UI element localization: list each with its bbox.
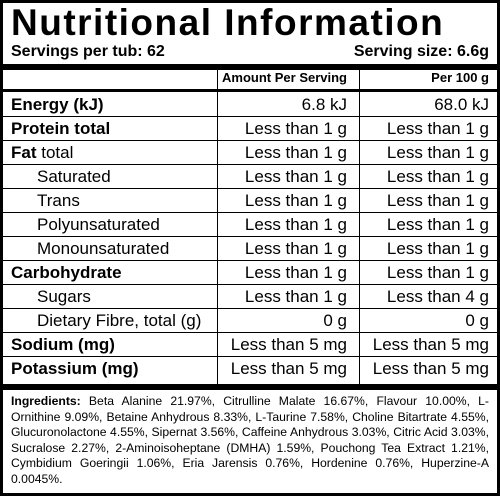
value-per-100g: Less than 1 g bbox=[386, 239, 489, 258]
nutrient-name-rest: Trans bbox=[37, 191, 80, 210]
ingredients-list: Beta Alanine 21.97%, Citrulline Malate 1… bbox=[11, 394, 489, 486]
value-per-100g: Less than 1 g bbox=[386, 191, 489, 210]
nutrient-name: Polyunsaturated bbox=[37, 213, 160, 236]
table-row: Sodium (mg) Less than 5 mg Less than 5 mg bbox=[3, 332, 497, 356]
nutrient-name: Carbohydrate bbox=[11, 261, 122, 284]
table-row: Saturated Less than 1 g Less than 1 g bbox=[3, 164, 497, 188]
table-row: Sugars Less than 1 g Less than 4 g bbox=[3, 284, 497, 308]
ingredients-text: Ingredients: Beta Alanine 21.97%, Citrul… bbox=[11, 394, 489, 487]
table-row: Potassium (mg) Less than 5 mg Less than 5 … bbox=[3, 356, 497, 380]
header-divider-left bbox=[217, 70, 218, 89]
value-per-100g: Less than 4 g bbox=[386, 287, 489, 306]
nutrient-name: Fat total bbox=[11, 141, 73, 164]
value-per-serving: Less than 1 g bbox=[244, 287, 347, 306]
value-per-serving: Less than 1 g bbox=[244, 239, 347, 258]
servings-per-tub: Servings per tub: 62 bbox=[11, 43, 165, 60]
nutrient-name-bold: Carbohydrate bbox=[11, 263, 122, 282]
value-per-100g: Less than 1 g bbox=[386, 263, 489, 282]
value-per-serving: Less than 1 g bbox=[244, 143, 347, 162]
header-per-serving: Amount Per Serving bbox=[222, 70, 347, 85]
nutrient-name: Trans bbox=[37, 189, 80, 212]
value-per-serving: Less than 1 g bbox=[244, 215, 347, 234]
value-per-serving: 6.8 kJ bbox=[301, 95, 347, 114]
serving-size: Serving size: 6.6g bbox=[353, 43, 489, 60]
nutrient-table: Energy (kJ) 6.8 kJ 68.0 kJ Protein total Les… bbox=[3, 92, 497, 384]
header-divider-right bbox=[359, 70, 360, 89]
value-per-serving: 0 g bbox=[323, 311, 347, 330]
nutrient-name: Protein total bbox=[11, 117, 110, 140]
value-per-100g: 68.0 kJ bbox=[434, 95, 489, 114]
header-per-100g: Per 100 g bbox=[431, 70, 489, 85]
value-per-100g: Less than 1 g bbox=[386, 215, 489, 234]
nutrient-name: Sugars bbox=[37, 285, 91, 308]
value-per-100g: Less than 1 g bbox=[386, 167, 489, 186]
nutrient-name-rest: Saturated bbox=[37, 167, 111, 186]
nutrient-name-rest: total bbox=[36, 143, 74, 162]
nutrient-name-rest: Dietary Fibre, total (g) bbox=[37, 311, 202, 330]
nutrient-name-bold: Protein total bbox=[11, 119, 111, 138]
thick-rule-header bbox=[3, 89, 497, 92]
nutrient-name-bold: Sodium (mg) bbox=[11, 335, 115, 354]
table-row: Protein total Less than 1 g Less than 1 g bbox=[3, 116, 497, 140]
nutrient-name-bold: Potassium (mg) bbox=[11, 359, 139, 378]
value-per-serving: Less than 1 g bbox=[244, 167, 347, 186]
nutrient-name: Potassium (mg) bbox=[11, 357, 139, 380]
value-per-serving: Less than 1 g bbox=[244, 263, 347, 282]
ingredients-label: Ingredients: bbox=[11, 394, 81, 408]
table-row: Fat total Less than 1 g Less than 1 g bbox=[3, 140, 497, 164]
value-per-100g: 0 g bbox=[465, 311, 489, 330]
table-divider-right bbox=[359, 92, 360, 384]
panel-title: Nutritional Information bbox=[11, 2, 445, 43]
value-per-100g: Less than 5 mg bbox=[372, 359, 489, 378]
nutrient-name: Energy (kJ) bbox=[11, 93, 104, 116]
value-per-100g: Less than 1 g bbox=[386, 119, 489, 138]
nutrient-name-rest: Sugars bbox=[37, 287, 91, 306]
value-per-serving: Less than 5 mg bbox=[230, 359, 347, 378]
nutrient-name-bold: Energy (kJ) bbox=[11, 95, 104, 114]
table-row: Carbohydrate Less than 1 g Less than 1 g bbox=[3, 260, 497, 284]
table-row: Energy (kJ) 6.8 kJ 68.0 kJ bbox=[3, 93, 497, 116]
nutrient-name-rest: Monounsaturated bbox=[37, 239, 170, 258]
thick-rule-top bbox=[3, 64, 497, 70]
table-row: Trans Less than 1 g Less than 1 g bbox=[3, 188, 497, 212]
nutrient-name: Saturated bbox=[37, 165, 111, 188]
nutrient-name-bold: Fat bbox=[11, 143, 37, 162]
value-per-serving: Less than 1 g bbox=[244, 191, 347, 210]
table-row: Dietary Fibre, total (g) 0 g 0 g bbox=[3, 308, 497, 332]
nutrient-name: Dietary Fibre, total (g) bbox=[37, 309, 201, 332]
nutrient-name: Monounsaturated bbox=[37, 237, 169, 260]
value-per-serving: Less than 5 mg bbox=[230, 335, 347, 354]
table-row: Polyunsaturated Less than 1 g Less than 1 … bbox=[3, 212, 497, 236]
table-row: Monounsaturated Less than 1 g Less than 1 … bbox=[3, 236, 497, 260]
nutrient-name-rest: Polyunsaturated bbox=[37, 215, 160, 234]
value-per-serving: Less than 1 g bbox=[244, 119, 347, 138]
table-divider-left bbox=[217, 92, 218, 384]
value-per-100g: Less than 1 g bbox=[386, 143, 489, 162]
thick-rule-bottom bbox=[3, 384, 497, 390]
value-per-100g: Less than 5 mg bbox=[372, 335, 489, 354]
nutrient-name: Sodium (mg) bbox=[11, 333, 115, 356]
